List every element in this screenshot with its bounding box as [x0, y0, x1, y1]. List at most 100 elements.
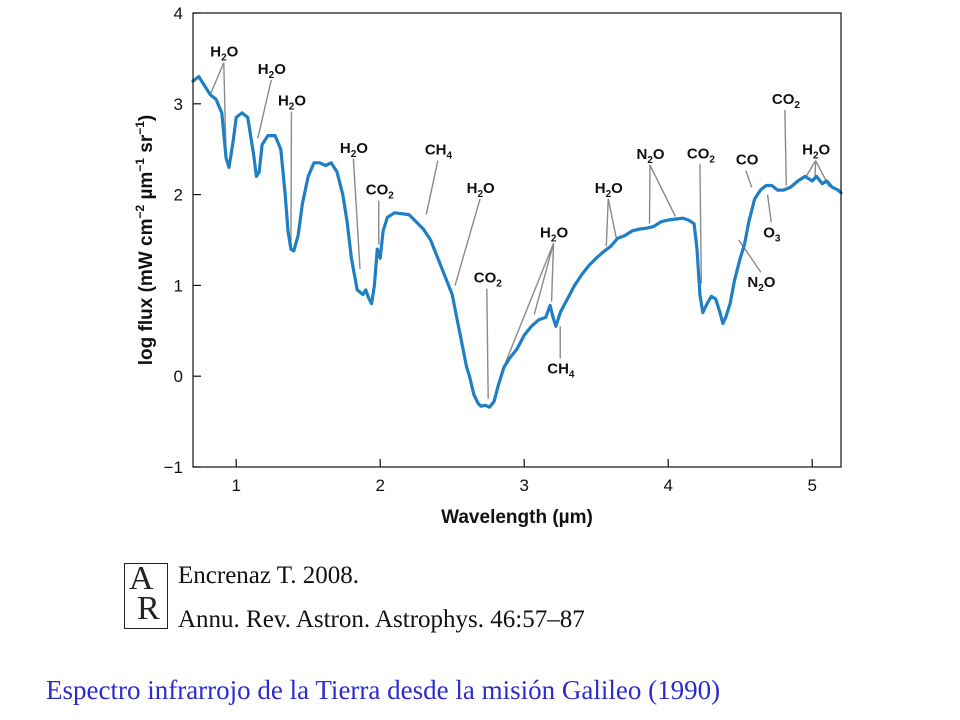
molecule-label-subscript: 2: [758, 283, 764, 294]
annotation-leader-line: [454, 198, 481, 286]
annotation-leader-line: [648, 165, 651, 224]
molecule-label-tail: O: [764, 274, 776, 291]
molecule-label: H2O: [802, 142, 830, 162]
annotation-leader-line: [607, 198, 618, 239]
molecule-label-subscript: 4: [447, 151, 453, 162]
molecule-label-tail: O: [294, 93, 306, 110]
annotation-leader-line: [738, 239, 762, 273]
molecule-label-main: CO: [366, 182, 389, 199]
molecule-label-tail: O: [653, 146, 665, 163]
molecule-label-subscript: 2: [289, 102, 295, 113]
molecule-label-tail: O: [356, 140, 368, 157]
molecule-label-tail: O: [274, 61, 286, 78]
annual-reviews-logo: A R: [124, 562, 168, 629]
molecule-label-subscript: 3: [775, 233, 781, 244]
annotation-leader-line: [290, 111, 293, 248]
molecule-label: CO2: [772, 91, 801, 111]
x-tick-label: 5: [807, 476, 816, 495]
annotation-leader-line: [649, 164, 677, 217]
axis-ticks: 1 2 3 4 5 −1 0 1 2 3 4: [164, 4, 817, 495]
annotation-leader-line: [486, 288, 489, 399]
molecule-annotation: CO: [736, 152, 759, 188]
molecule-label-main: O: [763, 224, 775, 241]
molecule-label: H2O: [340, 140, 368, 160]
annotation-leader-line: [550, 243, 555, 302]
molecule-label-main: CO: [736, 152, 759, 169]
molecule-label-main: H: [802, 142, 813, 159]
citation-author-line: Encrenaz T. 2008.: [178, 562, 359, 589]
y-tick-label: 4: [174, 4, 183, 23]
molecule-label: H2O: [540, 224, 568, 244]
y-tick-label: 0: [174, 367, 183, 386]
spectrum-series-line: [191, 75, 843, 409]
molecule-annotation: H2O: [454, 180, 495, 286]
molecule-label: CO2: [366, 182, 395, 202]
molecule-label-main: CH: [425, 142, 447, 159]
molecule-label: N2O: [637, 146, 665, 166]
y-axis-title-part: log flux (mW cm: [136, 219, 157, 366]
molecule-label: H2O: [210, 44, 238, 64]
molecule-label-main: H: [540, 224, 551, 241]
annotation-leader-line: [745, 170, 753, 188]
molecule-annotation: N2O: [637, 146, 677, 224]
molecule-label-subscript: 4: [569, 369, 575, 380]
annotation-leader-line: [425, 160, 439, 215]
molecule-label-subscript: 2: [477, 189, 483, 200]
molecule-label: H2O: [278, 93, 306, 113]
molecule-label: CO: [736, 152, 759, 169]
annotation-leader-line: [814, 160, 817, 177]
molecule-annotation: H2O: [595, 180, 623, 247]
molecule-label: CO2: [687, 145, 716, 165]
annotation-leader-line: [784, 109, 787, 186]
y-axis-title-superscript: −1: [133, 158, 147, 172]
molecule-label-main: CO: [474, 270, 497, 287]
molecule-label-subscript: 2: [496, 279, 502, 290]
molecule-label-tail: O: [819, 142, 831, 159]
x-tick-label: 1: [231, 476, 240, 495]
molecule-label-tail: O: [483, 180, 495, 197]
molecule-label: N2O: [747, 274, 775, 294]
annotation-leader-line: [504, 243, 555, 363]
molecule-label-main: H: [340, 140, 351, 157]
molecule-annotation: N2O: [738, 239, 776, 294]
molecule-label: O3: [763, 224, 781, 244]
annotation-leader-line: [209, 62, 225, 95]
molecule-label-main: CO: [687, 145, 710, 162]
molecule-label: H2O: [467, 180, 495, 200]
molecule-annotation: CO2: [474, 270, 503, 399]
annotation-leader-line: [766, 194, 772, 223]
y-tick-label: 3: [174, 95, 183, 114]
molecule-annotation: H2O: [504, 224, 568, 363]
molecule-annotation: H2O: [340, 140, 368, 270]
molecule-label: H2O: [258, 61, 286, 81]
molecule-label: CO2: [474, 270, 503, 290]
molecule-label-subscript: 2: [709, 154, 715, 165]
molecule-label-tail: O: [611, 180, 623, 197]
molecule-label-main: CO: [772, 91, 795, 108]
molecule-label-tail: O: [556, 224, 568, 241]
molecule-label-subscript: 2: [221, 53, 227, 64]
y-axis-title-superscript: −2: [133, 205, 147, 219]
slide-caption: Espectro infrarrojo de la Tierra desde l…: [46, 675, 721, 705]
annotation-leader-line: [804, 160, 817, 179]
annotation-leader-line: [352, 158, 361, 270]
molecule-label-subscript: 2: [794, 100, 800, 111]
molecule-annotation: CO2: [772, 91, 801, 186]
annotation-leader-line: [533, 243, 555, 315]
molecule-label-subscript: 2: [388, 191, 394, 202]
y-tick-label: 2: [174, 186, 183, 205]
molecule-label-main: N: [747, 274, 758, 291]
y-axis-title-part: ): [136, 115, 157, 121]
x-tick-label: 4: [663, 476, 672, 495]
molecule-label: CH4: [547, 360, 575, 380]
molecule-annotation: H2O: [257, 61, 286, 139]
x-axis-title: Wavelength (µm): [441, 507, 593, 528]
molecule-label-main: N: [637, 146, 648, 163]
molecule-label-subscript: 2: [606, 189, 612, 200]
x-tick-label: 3: [519, 476, 528, 495]
x-tick-label: 2: [375, 476, 384, 495]
y-axis-title-part: µm: [136, 172, 157, 205]
molecule-label-main: H: [210, 44, 221, 61]
y-tick-label: 1: [174, 276, 183, 295]
